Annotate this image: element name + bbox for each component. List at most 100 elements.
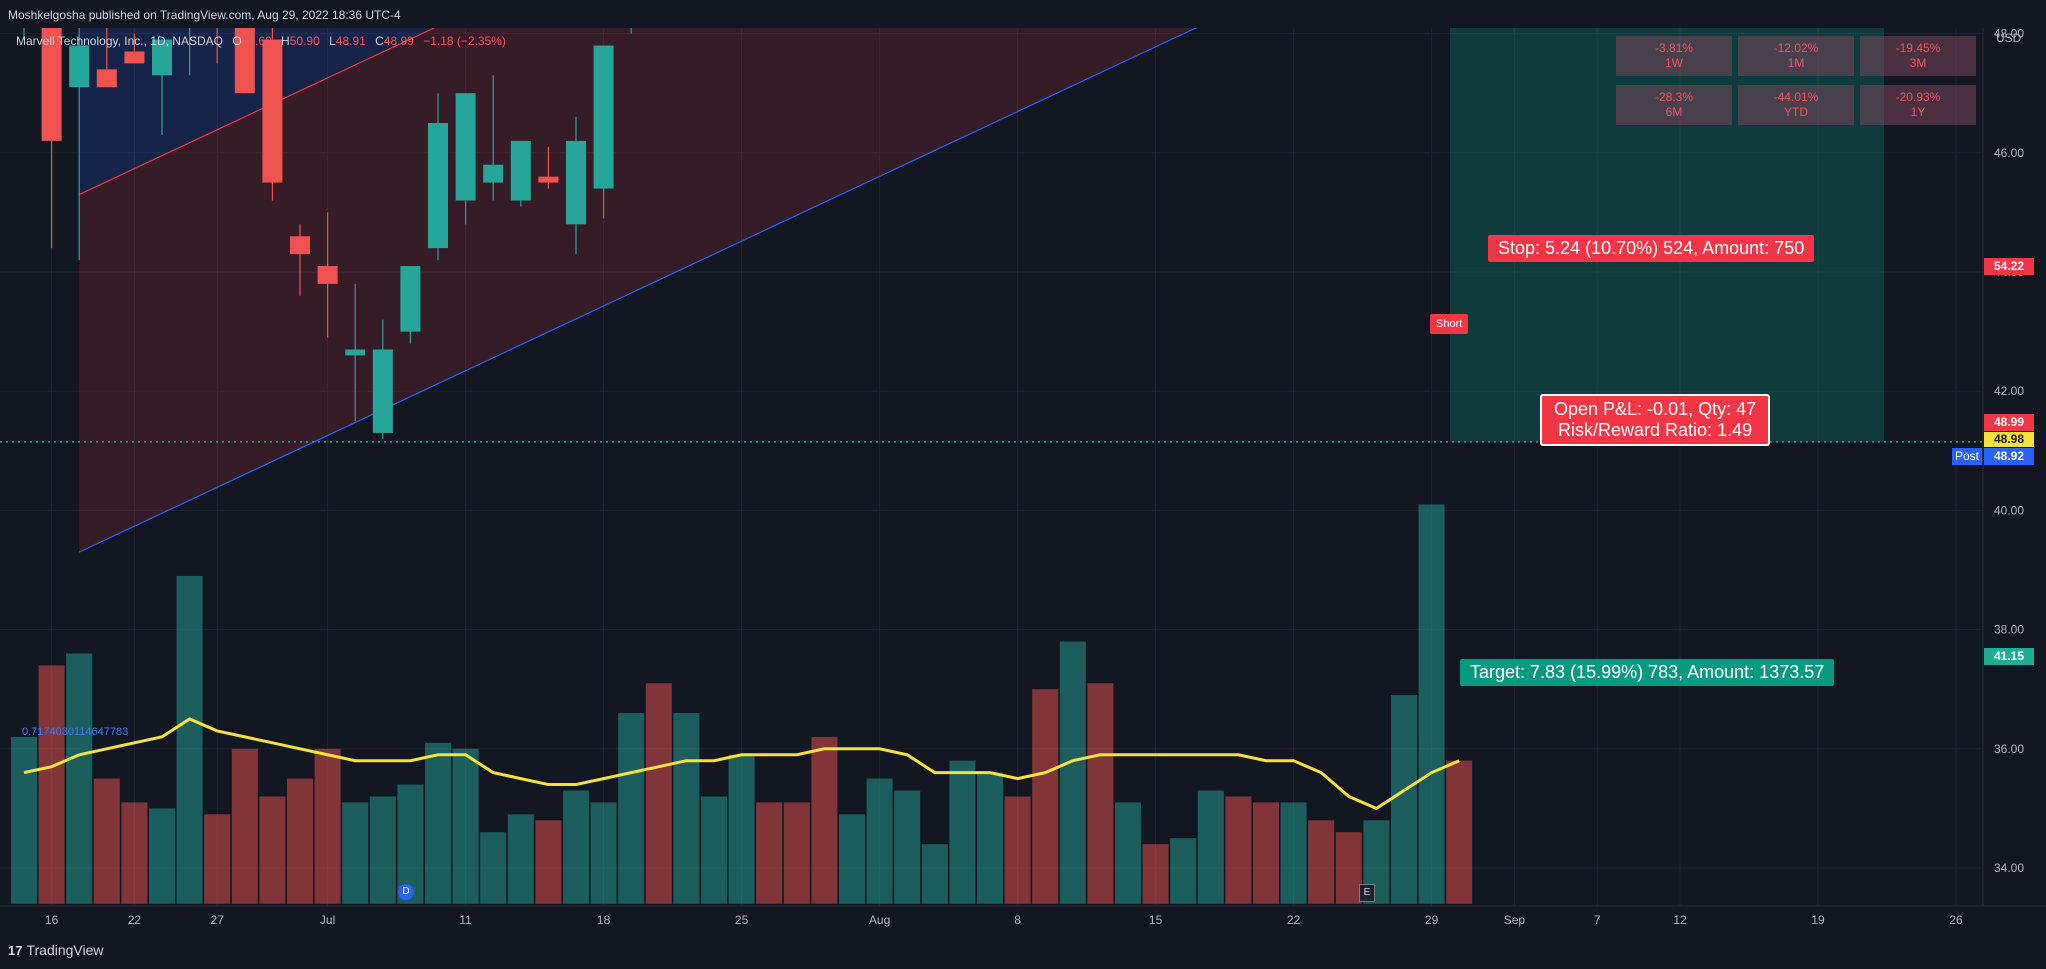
volume-bar xyxy=(1087,683,1114,904)
stop-label[interactable]: Stop: 5.24 (10.70%) 524, Amount: 750 xyxy=(1488,235,1815,262)
candle-body xyxy=(428,123,448,249)
time-tick-label: Jul xyxy=(320,913,335,927)
candle-body xyxy=(400,266,421,332)
target-price-tag: 41.15 xyxy=(1984,648,2034,665)
volume-bar xyxy=(1059,641,1086,904)
candle-body xyxy=(455,93,476,201)
volume-bar xyxy=(1004,796,1031,904)
time-tick-label: 16 xyxy=(45,913,59,927)
volume-bar xyxy=(728,754,755,904)
volume-bar xyxy=(921,844,948,904)
candles xyxy=(23,28,632,439)
volume-bar xyxy=(1446,760,1473,904)
candle-body xyxy=(69,45,90,88)
open-label: O xyxy=(232,34,242,48)
volume-bar xyxy=(93,778,120,904)
perf-cell-6m: -28.3% 6M xyxy=(1616,85,1732,125)
price-axis-bg xyxy=(1983,28,2046,906)
perf-cell-ytd: -44.01% YTD xyxy=(1738,85,1854,125)
price-tick-label: 42.00 xyxy=(1994,384,2024,398)
volume-bar xyxy=(1032,689,1059,904)
price-tick-label: 40.00 xyxy=(1994,503,2024,517)
candle-body xyxy=(538,176,559,183)
top-bar: Moshkelgosha published on TradingView.co… xyxy=(0,0,2046,28)
volume-bar xyxy=(977,772,1003,904)
volume-bar xyxy=(866,778,893,904)
candle-body xyxy=(510,140,531,201)
indicator-value: 0.7174030114647783 xyxy=(22,726,129,738)
volume-bar xyxy=(1142,844,1169,904)
volume-bar xyxy=(425,742,451,904)
post-label: Post xyxy=(1952,448,1982,465)
target-label[interactable]: Target: 7.83 (15.99%) 783, Amount: 1373.… xyxy=(1460,659,1835,686)
brand-name: TradingView xyxy=(26,942,104,958)
time-tick-label: 18 xyxy=(597,913,611,927)
volume-bar xyxy=(1197,790,1224,904)
close-label: C xyxy=(375,34,384,48)
volume-bar xyxy=(369,796,396,904)
time-tick-label: 12 xyxy=(1673,913,1687,927)
volume-bar xyxy=(1115,802,1141,904)
volume-bar xyxy=(38,665,65,904)
volume-bar xyxy=(149,808,175,904)
price-tick-label: 46.00 xyxy=(1994,146,2024,160)
stop-price-tag: 54.22 xyxy=(1984,258,2034,275)
volume-bar xyxy=(1391,695,1417,904)
time-axis-bg xyxy=(0,906,2046,928)
candle-body xyxy=(345,349,366,356)
volume-bar xyxy=(1253,802,1279,904)
candle-body xyxy=(234,28,255,94)
symbol-legend: Marvell Technology, Inc., 1D, NASDAQ O49… xyxy=(16,34,506,48)
tradingview-logo-icon: 17 xyxy=(8,943,23,958)
pnl-text: Open P&L: -0.01, Qty: 47 xyxy=(1554,399,1757,419)
volume-ma xyxy=(23,717,1460,811)
low-label: L xyxy=(329,34,336,48)
time-axis: 16 22 27 Jul 11 18 25 Aug 8 15 22 29 Sep 7 12 19 26 xyxy=(0,905,2046,928)
volume-bar xyxy=(811,736,838,904)
volume-bar xyxy=(1280,802,1307,904)
volume-bar xyxy=(121,802,148,904)
channel-lower-line xyxy=(78,28,1198,553)
volume-bar xyxy=(204,814,231,904)
risk-reward-text: Risk/Reward Ratio: 1.49 xyxy=(1558,420,1753,440)
earnings-marker-icon[interactable]: E xyxy=(1359,884,1375,902)
publisher-line: Moshkelgosha published on TradingView.co… xyxy=(8,8,401,22)
volume-bar xyxy=(287,778,313,904)
time-tick-label: 19 xyxy=(1811,913,1825,927)
time-tick-label: 22 xyxy=(128,913,142,927)
ma-price-tag: 48.98 xyxy=(1984,432,2034,447)
dividend-marker-icon[interactable]: D xyxy=(398,884,414,900)
time-tick-label: 8 xyxy=(1014,913,1021,927)
time-tick-label: Aug xyxy=(869,913,890,927)
candle-body xyxy=(372,349,393,433)
volume-bar xyxy=(673,713,700,904)
volume-bar xyxy=(342,802,369,904)
candle-body xyxy=(483,164,504,183)
volume-bar xyxy=(535,820,562,904)
volume-bar xyxy=(1308,820,1335,904)
time-tick-label: 29 xyxy=(1425,913,1439,927)
price-tick-label: 36.00 xyxy=(1994,742,2024,756)
perf-cell-3m: -19.45% 3M xyxy=(1860,36,1976,76)
volume-bar xyxy=(783,802,810,904)
price-tick-label: 48.00 xyxy=(1994,28,2024,41)
price-chart[interactable]: USD34.0036.0038.0040.0042.0044.0046.0048… xyxy=(0,28,2046,928)
volume-bar xyxy=(590,802,617,904)
short-flag[interactable]: Short xyxy=(1430,314,1469,334)
footer-brand[interactable]: 17 TradingView xyxy=(8,942,104,958)
time-tick-label: 25 xyxy=(735,913,749,927)
high-value: 50.90 xyxy=(289,34,320,48)
perf-cell-1y: -20.93% 1Y xyxy=(1860,85,1976,125)
candle-body xyxy=(41,28,62,141)
candle-body xyxy=(593,45,614,189)
volume-bar xyxy=(949,760,976,904)
time-tick-label: 27 xyxy=(211,913,225,927)
volume-bar xyxy=(1418,504,1445,904)
volume-bar xyxy=(480,832,507,904)
volume-bar xyxy=(618,713,645,904)
candle-body xyxy=(566,140,586,225)
perf-cell-1m: -12.02% 1M xyxy=(1738,36,1854,76)
open-pnl-box[interactable]: Open P&L: -0.01, Qty: 47 Risk/Reward Rat… xyxy=(1540,394,1771,446)
volume-bar xyxy=(66,653,93,904)
close-value: 48.99 xyxy=(383,34,414,48)
